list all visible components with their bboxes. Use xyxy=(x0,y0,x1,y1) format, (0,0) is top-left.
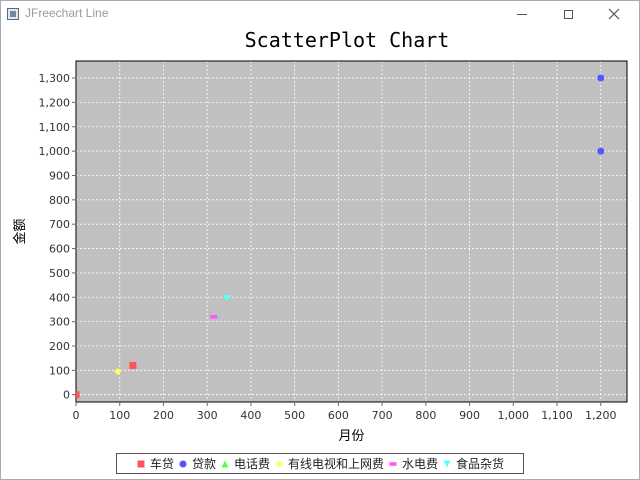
x-tick-label: 400 xyxy=(240,409,261,422)
legend-symbol-triangle-down xyxy=(443,460,451,468)
plot-border xyxy=(75,60,628,403)
title-bar[interactable]: JFreechart Line xyxy=(1,1,639,27)
maximize-icon xyxy=(563,9,573,19)
app-icon xyxy=(7,8,19,20)
x-axis-label: 月份 xyxy=(338,429,364,444)
legend-symbol-circle xyxy=(179,460,187,468)
legend-item: 有线电视和上网费 xyxy=(274,455,384,472)
data-point-series-5 xyxy=(223,294,231,302)
chart-title: ScatterPlot Chart xyxy=(245,28,450,52)
close-icon xyxy=(608,8,620,20)
data-point-series-0 xyxy=(129,361,137,369)
y-tick-label: 100 xyxy=(49,364,70,377)
legend-symbol-rect-h xyxy=(389,462,397,466)
legend-label: 贷款 xyxy=(191,457,216,471)
x-tick-label: 300 xyxy=(197,409,218,422)
maximize-button[interactable] xyxy=(545,1,591,27)
legend-item: 电话费 xyxy=(220,455,270,472)
data-point-series-4 xyxy=(210,314,218,319)
minimize-button[interactable] xyxy=(499,1,545,27)
plot-background xyxy=(76,61,627,402)
x-tick-label: 0 xyxy=(73,409,80,422)
data-point-series-0 xyxy=(76,391,80,399)
minimize-icon xyxy=(517,13,527,15)
scatter-chart: ScatterPlot Chart 0 100 200 300 400 500 600 700 8… xyxy=(12,28,628,444)
y-tick-label: 600 xyxy=(49,243,70,256)
x-tick-label: 1,200 xyxy=(585,409,617,422)
window-title: JFreechart Line xyxy=(25,6,109,20)
close-button[interactable] xyxy=(591,1,637,27)
y-tick-label: 1,300 xyxy=(39,72,71,85)
data-point-series-3 xyxy=(114,368,122,376)
data-point-series-1 xyxy=(597,147,605,155)
y-tick-label: 200 xyxy=(49,340,70,353)
legend-item: 水电费 xyxy=(388,455,438,472)
legend-item: 车贷 xyxy=(136,455,174,472)
legend-label: 有线电视和上网费 xyxy=(288,457,385,471)
legend-item: 贷款 xyxy=(178,455,216,472)
legend-symbol-diamond xyxy=(275,460,283,468)
y-tick-label: 500 xyxy=(49,267,70,280)
x-tick-label: 600 xyxy=(328,409,349,422)
y-tick-label: 800 xyxy=(49,194,70,207)
y-tick-label: 900 xyxy=(49,169,70,182)
y-tick-label: 700 xyxy=(49,218,70,231)
chart-legend: 车贷 贷款 电话费 有线电视和上网费 水电费 食品杂货 xyxy=(116,453,524,474)
x-tick-label: 100 xyxy=(109,409,130,422)
y-axis-label: 金额 xyxy=(12,218,28,244)
y-tick-label: 300 xyxy=(49,316,70,329)
legend-symbol-square xyxy=(137,460,145,468)
y-tick-label: 0 xyxy=(63,389,70,402)
x-tick-label: 1,100 xyxy=(541,409,573,422)
legend-label: 车贷 xyxy=(149,457,174,471)
x-tick-label: 800 xyxy=(415,409,436,422)
legend-item: 食品杂货 xyxy=(442,455,504,472)
data-point-series-1 xyxy=(597,74,605,82)
legend-label: 水电费 xyxy=(402,457,439,471)
x-tick-label: 500 xyxy=(284,409,305,422)
y-tick-label: 1,200 xyxy=(39,96,71,109)
x-tick-label: 200 xyxy=(153,409,174,422)
x-tick-label: 900 xyxy=(459,409,480,422)
legend-symbol-triangle-up xyxy=(221,460,229,468)
y-tick-label: 1,000 xyxy=(39,145,71,158)
legend-label: 电话费 xyxy=(233,457,270,471)
y-tick-label: 1,100 xyxy=(39,121,71,134)
x-tick-label: 1,000 xyxy=(498,409,530,422)
x-tick-label: 700 xyxy=(372,409,393,422)
legend-label: 食品杂货 xyxy=(456,457,505,471)
y-tick-label: 400 xyxy=(49,291,70,304)
